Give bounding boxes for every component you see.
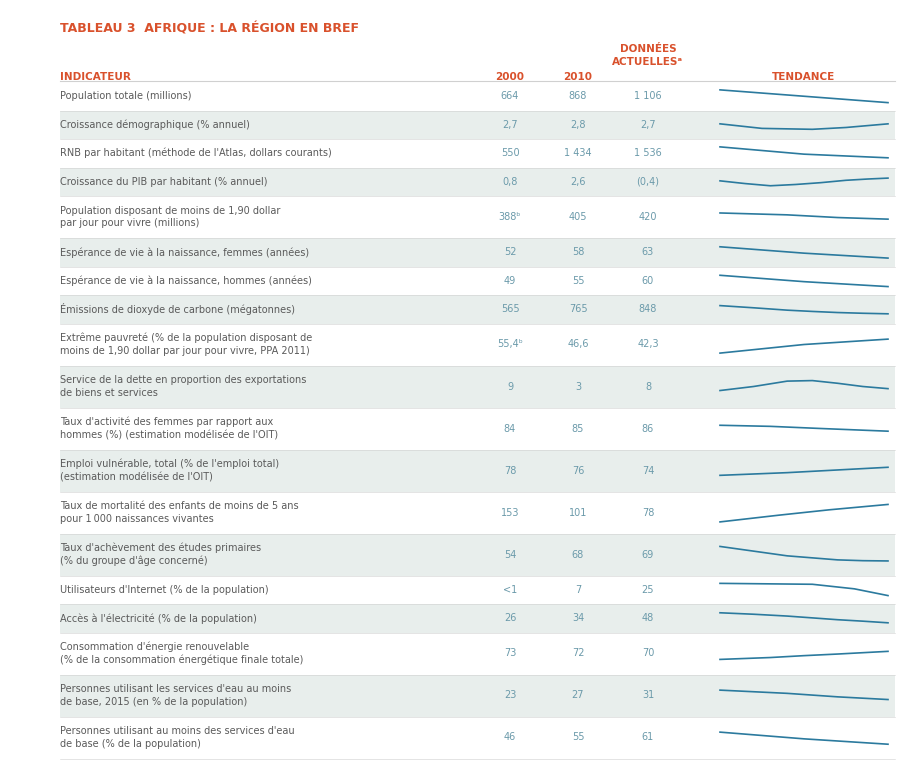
Text: 69: 69 [641, 549, 654, 559]
Text: 52: 52 [504, 248, 516, 258]
Text: 72: 72 [572, 649, 584, 659]
Text: 55: 55 [572, 275, 584, 286]
Text: Utilisateurs d'Internet (% de la population): Utilisateurs d'Internet (% de la populat… [60, 585, 268, 594]
Text: 26: 26 [504, 613, 516, 623]
Text: 664: 664 [501, 92, 519, 101]
Text: 27: 27 [572, 691, 584, 701]
Text: 63: 63 [641, 248, 654, 258]
Text: 2,8: 2,8 [570, 120, 586, 130]
Text: (0,4): (0,4) [637, 177, 660, 187]
Text: Population totale (millions): Population totale (millions) [60, 92, 191, 101]
Text: 78: 78 [641, 508, 654, 518]
Text: 0,8: 0,8 [502, 177, 517, 187]
Text: 46: 46 [504, 733, 516, 743]
Text: Taux d'activité des femmes par rapport aux
hommes (%) (estimation modélisée de l: Taux d'activité des femmes par rapport a… [60, 417, 278, 440]
Text: Taux de mortalité des enfants de moins de 5 ans
pour 1 000 naissances vivantes: Taux de mortalité des enfants de moins d… [60, 501, 299, 524]
Text: Emploi vulnérable, total (% de l'emploi total)
(estimation modélisée de l'OIT): Emploi vulnérable, total (% de l'emploi … [60, 459, 279, 482]
Text: 42,3: 42,3 [637, 340, 659, 349]
Bar [60, 604, 895, 632]
Text: 55,4ᵇ: 55,4ᵇ [497, 340, 523, 349]
Text: Personnes utilisant au moins des services d'eau
de base (% de la population): Personnes utilisant au moins des service… [60, 726, 294, 749]
Text: 85: 85 [572, 424, 584, 434]
Text: Service de la dette en proportion des exportations
de biens et services: Service de la dette en proportion des ex… [60, 375, 306, 398]
Text: 1 434: 1 434 [564, 148, 592, 158]
Text: INDICATEUR: INDICATEUR [60, 72, 130, 82]
Text: 2000: 2000 [496, 72, 525, 82]
Text: 8: 8 [645, 382, 651, 392]
Text: 58: 58 [572, 248, 584, 258]
Text: 84: 84 [504, 424, 516, 434]
Bar [60, 238, 895, 266]
Text: 1 106: 1 106 [634, 92, 661, 101]
Text: 60: 60 [641, 275, 654, 286]
Text: 101: 101 [569, 508, 587, 518]
Text: 68: 68 [572, 549, 584, 559]
Text: 48: 48 [641, 613, 654, 623]
Text: 405: 405 [569, 212, 587, 222]
Text: 25: 25 [641, 585, 654, 594]
Text: 46,6: 46,6 [567, 340, 589, 349]
Text: 565: 565 [501, 304, 519, 314]
Text: Émissions de dioxyde de carbone (mégatonnes): Émissions de dioxyde de carbone (mégaton… [60, 303, 295, 315]
Text: 86: 86 [641, 424, 654, 434]
Text: 2,6: 2,6 [570, 177, 586, 187]
Text: <1: <1 [503, 585, 517, 594]
Text: 153: 153 [501, 508, 519, 518]
Text: TENDANCE: TENDANCE [773, 72, 835, 82]
Text: 2,7: 2,7 [641, 120, 656, 130]
Text: 2,7: 2,7 [502, 120, 518, 130]
Text: 78: 78 [504, 466, 516, 476]
Text: 3: 3 [575, 382, 581, 392]
Text: 74: 74 [641, 466, 654, 476]
Bar [60, 168, 895, 196]
Bar [60, 449, 895, 491]
Text: 34: 34 [572, 613, 584, 623]
Text: 55: 55 [572, 733, 584, 743]
Text: 2010: 2010 [564, 72, 593, 82]
Text: 7: 7 [575, 585, 581, 594]
Text: 49: 49 [504, 275, 516, 286]
Bar [60, 295, 895, 324]
Text: 70: 70 [641, 649, 654, 659]
Text: Espérance de vie à la naissance, femmes (années): Espérance de vie à la naissance, femmes … [60, 247, 309, 258]
Text: 848: 848 [639, 304, 657, 314]
Text: 765: 765 [569, 304, 587, 314]
Text: TABLEAU 3  AFRIQUE : LA RÉGION EN BREF: TABLEAU 3 AFRIQUE : LA RÉGION EN BREF [60, 22, 359, 35]
Text: Croissance du PIB par habitant (% annuel): Croissance du PIB par habitant (% annuel… [60, 177, 267, 187]
Text: 61: 61 [641, 733, 654, 743]
Text: Personnes utilisant les services d'eau au moins
de base, 2015 (en % de la popula: Personnes utilisant les services d'eau a… [60, 684, 291, 707]
Text: 9: 9 [507, 382, 513, 392]
Text: Consommation d'énergie renouvelable
(% de la consommation énergétique finale tot: Consommation d'énergie renouvelable (% d… [60, 642, 304, 666]
Text: 73: 73 [504, 649, 516, 659]
Text: Population disposant de moins de 1,90 dollar
par jour pour vivre (millions): Population disposant de moins de 1,90 do… [60, 206, 280, 228]
Text: Accès à l'électricité (% de la population): Accès à l'électricité (% de la populatio… [60, 613, 257, 623]
Text: DONNÉES: DONNÉES [620, 44, 676, 54]
Text: 54: 54 [504, 549, 516, 559]
Bar [60, 534, 895, 576]
Text: 550: 550 [501, 148, 519, 158]
Text: 388ᵇ: 388ᵇ [498, 212, 521, 222]
Text: RNB par habitant (méthode de l'Atlas, dollars courants): RNB par habitant (méthode de l'Atlas, do… [60, 148, 332, 158]
Text: 420: 420 [639, 212, 657, 222]
Bar [60, 674, 895, 716]
Bar [60, 110, 895, 139]
Text: Taux d'achèvement des études primaires
(% du groupe d'âge concerné): Taux d'achèvement des études primaires (… [60, 542, 261, 566]
Text: 76: 76 [572, 466, 584, 476]
Text: 1 536: 1 536 [634, 148, 662, 158]
Text: 31: 31 [641, 691, 654, 701]
Text: Extrême pauvreté (% de la population disposant de
moins de 1,90 dollar par jour : Extrême pauvreté (% de la population dis… [60, 333, 313, 356]
Text: 23: 23 [504, 691, 516, 701]
Text: ACTUELLESᵃ: ACTUELLESᵃ [612, 57, 683, 67]
Text: 868: 868 [569, 92, 587, 101]
Text: Croissance démographique (% annuel): Croissance démographique (% annuel) [60, 120, 250, 130]
Text: Espérance de vie à la naissance, hommes (années): Espérance de vie à la naissance, hommes … [60, 275, 312, 286]
Bar [60, 365, 895, 407]
